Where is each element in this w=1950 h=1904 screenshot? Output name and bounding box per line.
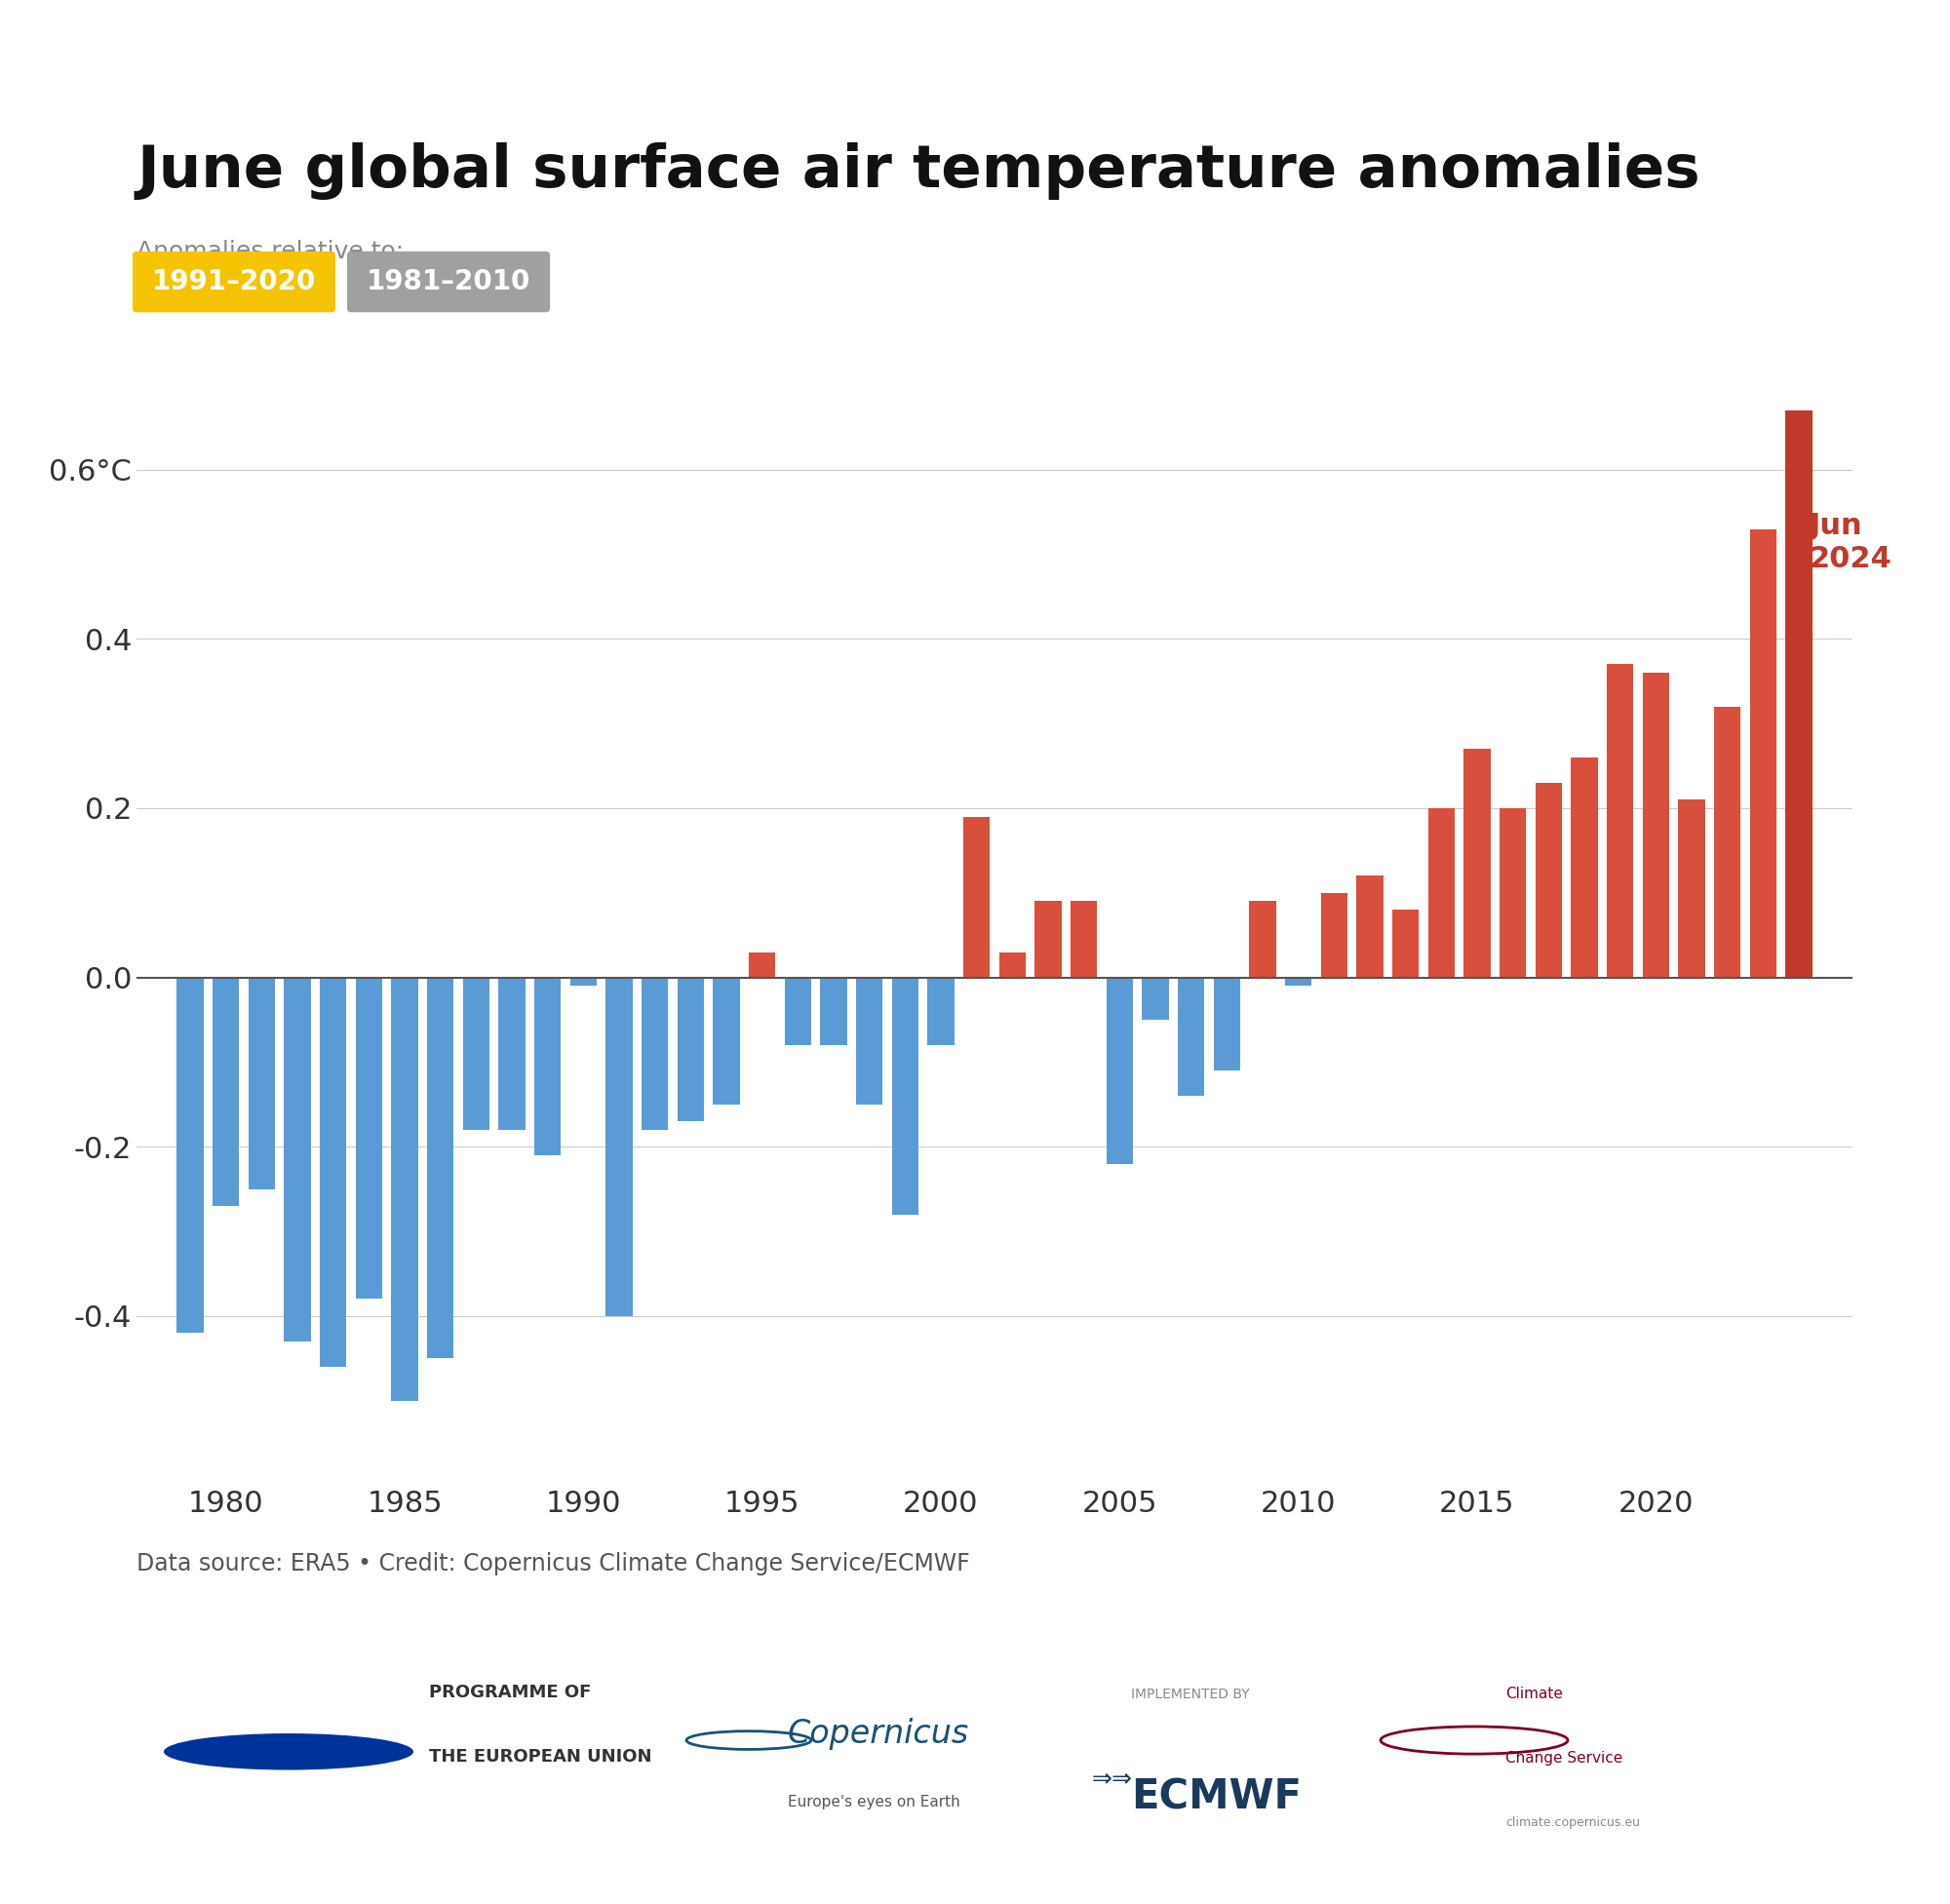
Bar (1679, 800, 1704, 977)
Bar (1535, 783, 1562, 977)
Bar (213, 977, 240, 1205)
Text: Data source: ERA5 • Credit: Copernicus Climate Change Service/ECMWF: Data source: ERA5 • Credit: Copernicus C… (136, 1552, 969, 1575)
Bar (891, 977, 918, 1215)
Bar (1071, 901, 1098, 977)
Text: ECMWF: ECMWF (1131, 1776, 1303, 1818)
Text: climate.copernicus.eu: climate.copernicus.eu (1505, 1816, 1640, 1830)
Bar (499, 977, 525, 1129)
Bar (285, 977, 310, 1340)
Text: Europe's eyes on Earth: Europe's eyes on Earth (788, 1795, 959, 1809)
Bar (1427, 807, 1455, 977)
Bar (606, 977, 632, 1316)
Text: Copernicus: Copernicus (788, 1717, 969, 1750)
Text: June global surface air temperature anomalies: June global surface air temperature anom… (136, 143, 1700, 200)
Bar (1572, 758, 1597, 977)
Bar (1178, 977, 1205, 1097)
Bar (856, 977, 883, 1104)
Bar (1106, 977, 1133, 1163)
Text: Anomalies relative to:: Anomalies relative to: (136, 240, 404, 263)
Bar (642, 977, 669, 1129)
Bar (1250, 901, 1275, 977)
Bar (569, 977, 597, 986)
Text: THE EUROPEAN UNION: THE EUROPEAN UNION (429, 1748, 651, 1765)
Text: 1981–2010: 1981–2010 (367, 268, 530, 295)
Bar (1285, 977, 1312, 986)
Text: 1991–2020: 1991–2020 (152, 268, 316, 295)
Bar (1357, 876, 1383, 977)
Bar (1714, 706, 1741, 977)
Bar (677, 977, 704, 1121)
Bar (1642, 672, 1669, 977)
Bar (1143, 977, 1168, 1021)
Bar (1607, 664, 1634, 977)
Bar (1500, 807, 1527, 977)
Bar (784, 977, 811, 1045)
Bar (749, 952, 776, 977)
Text: ⇒⇒: ⇒⇒ (1092, 1767, 1133, 1792)
Bar (1392, 910, 1420, 977)
Bar (392, 977, 417, 1401)
Bar (320, 977, 347, 1367)
Bar (1749, 529, 1776, 977)
Bar (963, 817, 991, 977)
Bar (1213, 977, 1240, 1070)
Bar (248, 977, 275, 1188)
Circle shape (164, 1733, 413, 1771)
Circle shape (686, 1731, 811, 1750)
Bar (1786, 411, 1812, 977)
Text: Climate: Climate (1505, 1687, 1562, 1702)
Bar (714, 977, 739, 1104)
Bar (1320, 893, 1347, 977)
Text: PROGRAMME OF: PROGRAMME OF (429, 1683, 591, 1702)
Circle shape (1381, 1727, 1568, 1754)
Text: IMPLEMENTED BY: IMPLEMENTED BY (1131, 1687, 1250, 1702)
Text: Change Service: Change Service (1505, 1752, 1622, 1765)
Bar (177, 977, 203, 1333)
Bar (355, 977, 382, 1299)
Bar (1464, 748, 1490, 977)
Bar (1035, 901, 1061, 977)
Bar (821, 977, 846, 1045)
Bar (928, 977, 954, 1045)
Bar (998, 952, 1026, 977)
Bar (534, 977, 562, 1156)
Bar (427, 977, 454, 1358)
Bar (462, 977, 489, 1129)
Text: Jun
2024: Jun 2024 (1810, 512, 1891, 573)
